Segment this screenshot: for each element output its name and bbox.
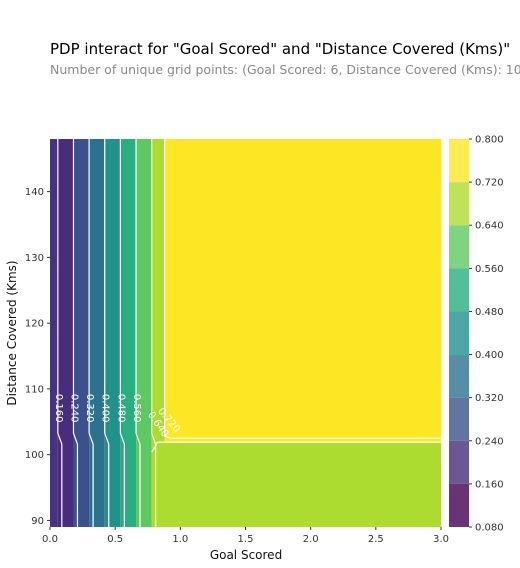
chart-subtitle: Number of unique grid points: (Goal Scor… — [50, 62, 520, 77]
contour-band-6 — [136, 139, 152, 527]
colorbar-tick-label: 0.320 — [475, 393, 504, 404]
y-axis-label: Distance Covered (Kms) — [5, 260, 19, 405]
colorbar-tick-label: 0.080 — [475, 523, 504, 534]
y-tick-label: 130 — [25, 253, 44, 264]
contour-band-0 — [50, 139, 58, 527]
contour-line-horizontal-1 — [151, 441, 441, 453]
colorbar-band-3 — [449, 354, 469, 398]
x-tick-label: 0.0 — [42, 534, 58, 545]
colorbar-band-4 — [449, 311, 469, 355]
chart-title: PDP interact for "Goal Scored" and "Dist… — [50, 40, 511, 58]
colorbar-tick-label: 0.400 — [475, 350, 504, 361]
contour-line-horizontal-2 — [164, 139, 441, 439]
contour-label: 0.320 — [84, 394, 95, 423]
x-tick-label: 1.5 — [238, 534, 254, 545]
colorbar-band-2 — [449, 397, 469, 441]
contour-band-3 — [89, 139, 105, 527]
contour-band-5 — [120, 139, 137, 527]
x-tick-label: 3.0 — [433, 534, 449, 545]
x-tick-label: 2.0 — [303, 534, 319, 545]
contour-line-3 — [104, 139, 110, 527]
contour-band-1 — [57, 139, 74, 527]
contour-lines — [57, 139, 441, 527]
x-axis: 0.0 0.5 1.0 1.5 2.0 2.5 3.0 — [42, 527, 449, 545]
colorbar-band-8 — [449, 139, 469, 183]
colorbar-band-1 — [449, 440, 469, 484]
y-tick-label: 110 — [25, 384, 44, 395]
y-tick-label: 90 — [31, 516, 44, 527]
colorbar-tick-label: 0.160 — [475, 479, 504, 490]
contour-line-1 — [72, 139, 79, 527]
contour-line-4 — [119, 139, 125, 527]
contour-label: 0.400 — [100, 394, 111, 423]
y-tick-label: 100 — [25, 450, 44, 461]
contour-line-0 — [57, 139, 63, 527]
y-axis: 90 100 110 120 130 140 — [25, 187, 50, 527]
contour-band-top-right — [164, 139, 441, 443]
x-tick-label: 1.0 — [172, 534, 188, 545]
contour-band-2 — [73, 139, 90, 527]
contour-band-4 — [104, 139, 121, 527]
x-tick-label: 2.5 — [368, 534, 384, 545]
colorbar-tick-label: 0.240 — [475, 436, 504, 447]
y-tick-label: 140 — [25, 187, 44, 198]
colorbar-band-6 — [449, 225, 469, 269]
contour-plot-area — [50, 139, 441, 527]
colorbar: 0.800 0.720 0.640 0.560 0.480 0.400 0.320 0.240… — [449, 135, 504, 534]
contour-label: 0.240 — [68, 394, 79, 423]
contour-line-2 — [88, 139, 94, 527]
contour-label: 0.560 — [131, 394, 142, 423]
y-tick-label: 120 — [25, 319, 44, 330]
contour-label: 0.160 — [53, 394, 64, 423]
colorbar-tick-label: 0.480 — [475, 307, 504, 318]
contour-line-5 — [135, 139, 141, 527]
colorbar-tick-label: 0.720 — [475, 178, 504, 189]
colorbar-band-7 — [449, 182, 469, 226]
contour-band-7 — [151, 139, 165, 527]
colorbar-band-5 — [449, 268, 469, 312]
contour-line-6 — [151, 139, 157, 527]
x-tick-label: 0.5 — [107, 534, 123, 545]
colorbar-tick-label: 0.560 — [475, 264, 504, 275]
colorbar-tick-label: 0.800 — [475, 135, 504, 146]
contour-label: 0.480 — [115, 394, 126, 423]
colorbar-band-0 — [449, 483, 469, 527]
x-axis-label: Goal Scored — [210, 548, 282, 562]
colorbar-tick-label: 0.640 — [475, 221, 504, 232]
contour-band-bottom-right — [151, 442, 441, 527]
